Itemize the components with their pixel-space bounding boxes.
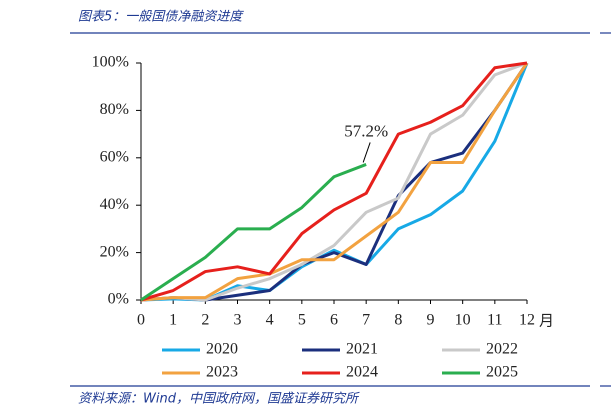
x-tick-label: 0 <box>137 312 145 329</box>
series-line <box>140 163 367 302</box>
x-tick-label: 8 <box>394 312 402 329</box>
x-tick-label: 10 <box>455 312 471 329</box>
chart-title: 图表5：一般国债净融资进度 <box>78 10 244 25</box>
legend-label: 2025 <box>486 364 518 381</box>
x-tick-label: 1 <box>169 312 177 329</box>
source-note: 资料来源：Wind，中国政府网，国盛证券研究所 <box>78 391 360 407</box>
y-tick-label: 0% <box>108 291 129 308</box>
legend-label: 2023 <box>206 364 238 381</box>
legend-label: 2021 <box>346 341 378 358</box>
y-tick-label: 100% <box>92 54 129 71</box>
series-line <box>140 62 529 302</box>
annotation: 57.2% <box>344 121 388 140</box>
legend-label: 2020 <box>206 341 238 358</box>
legend-label: 2022 <box>486 341 518 358</box>
x-tick-label: 9 <box>427 312 435 329</box>
series-line <box>140 61 528 302</box>
x-tick-label: 7 <box>362 312 370 329</box>
series-line <box>140 61 528 302</box>
y-tick-label: 60% <box>100 148 129 165</box>
y-tick-label: 40% <box>100 196 129 213</box>
x-tick-label: 2 <box>201 312 209 329</box>
y-tick-label: 20% <box>100 243 129 260</box>
legend-label: 2024 <box>346 364 378 381</box>
x-tick-label: 4 <box>266 312 274 329</box>
y-tick-label: 80% <box>100 101 129 118</box>
x-tick-label: 11 <box>487 312 502 329</box>
x-tick-label: 12 <box>519 312 535 329</box>
x-axis-label: 月 <box>539 312 554 330</box>
annotation-leader <box>362 142 371 163</box>
x-tick-label: 5 <box>298 312 306 329</box>
x-tick-label: 3 <box>234 312 242 329</box>
x-tick-label: 6 <box>330 312 338 329</box>
